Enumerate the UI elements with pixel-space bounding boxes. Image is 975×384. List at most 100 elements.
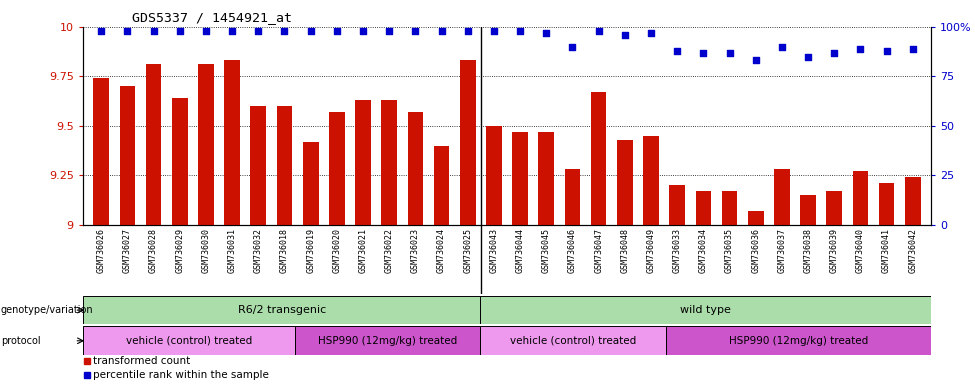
Text: GSM736027: GSM736027 (123, 228, 132, 273)
Text: HSP990 (12mg/kg) treated: HSP990 (12mg/kg) treated (729, 336, 868, 346)
Text: GSM736041: GSM736041 (882, 228, 891, 273)
Bar (748, 211, 763, 225)
Bar (827, 191, 842, 225)
Text: GSM736019: GSM736019 (306, 228, 315, 273)
Point (224, 28, 240, 34)
Text: protocol: protocol (1, 336, 41, 346)
Text: GSM736030: GSM736030 (202, 228, 211, 273)
Bar (852, 171, 869, 225)
Text: GSM736046: GSM736046 (568, 228, 577, 273)
Bar (277, 106, 292, 225)
Bar (669, 185, 685, 225)
Text: GSM736029: GSM736029 (176, 228, 184, 273)
Bar (617, 140, 633, 225)
Text: GSM736044: GSM736044 (516, 228, 525, 273)
Point (434, 28, 449, 34)
Text: GSM736031: GSM736031 (227, 228, 237, 273)
Point (198, 28, 214, 34)
Point (800, 53, 816, 60)
Point (722, 50, 737, 56)
Point (644, 30, 659, 36)
Point (774, 44, 790, 50)
Bar (666, 326, 931, 355)
Bar (487, 126, 502, 225)
Point (878, 48, 894, 54)
Text: GSM736042: GSM736042 (909, 228, 917, 273)
Point (512, 28, 527, 34)
Point (303, 28, 319, 34)
Bar (481, 326, 666, 355)
Text: vehicle (control) treated: vehicle (control) treated (510, 336, 637, 346)
Point (408, 28, 423, 34)
Bar (774, 169, 790, 225)
Point (695, 50, 711, 56)
Text: GSM736035: GSM736035 (725, 228, 734, 273)
Bar (83, 326, 294, 355)
Bar (303, 142, 319, 225)
Bar (591, 92, 606, 225)
Point (852, 46, 869, 52)
Bar (381, 100, 397, 225)
Bar (512, 132, 527, 225)
Bar (83, 296, 481, 324)
Point (617, 32, 633, 38)
Text: GSM736032: GSM736032 (254, 228, 263, 273)
Bar (878, 183, 894, 225)
Text: percentile rank within the sample: percentile rank within the sample (94, 370, 269, 380)
Point (591, 28, 606, 34)
Point (172, 28, 187, 34)
Bar (408, 112, 423, 225)
Bar (695, 191, 711, 225)
Bar (94, 78, 109, 225)
Text: GSM736023: GSM736023 (410, 228, 420, 273)
Point (146, 28, 162, 34)
Text: transformed count: transformed count (94, 356, 191, 366)
Point (94, 28, 109, 34)
Point (670, 48, 685, 54)
Text: GDS5337 / 1454921_at: GDS5337 / 1454921_at (132, 12, 292, 25)
Point (251, 28, 266, 34)
Text: GSM736026: GSM736026 (97, 228, 105, 273)
Point (460, 28, 476, 34)
Bar (224, 61, 240, 225)
Point (355, 28, 370, 34)
Point (120, 28, 136, 34)
Text: GSM736049: GSM736049 (646, 228, 655, 273)
Text: genotype/variation: genotype/variation (1, 305, 94, 315)
Text: GSM736036: GSM736036 (751, 228, 760, 273)
Bar (722, 191, 737, 225)
Bar (172, 98, 187, 225)
Point (565, 44, 580, 50)
Point (487, 28, 502, 34)
Bar (198, 65, 214, 225)
Point (748, 58, 763, 64)
Text: GSM736043: GSM736043 (489, 228, 498, 273)
Bar (800, 195, 816, 225)
Text: GSM736022: GSM736022 (385, 228, 394, 273)
Text: GSM736038: GSM736038 (803, 228, 812, 273)
Bar (294, 326, 481, 355)
Text: GSM736018: GSM736018 (280, 228, 289, 273)
Text: GSM736025: GSM736025 (463, 228, 472, 273)
Text: GSM736039: GSM736039 (830, 228, 838, 273)
Bar (329, 112, 345, 225)
Text: GSM736040: GSM736040 (856, 228, 865, 273)
Bar (434, 146, 449, 225)
Bar (251, 106, 266, 225)
Bar (644, 136, 659, 225)
Point (381, 28, 397, 34)
Bar (460, 61, 476, 225)
Text: GSM736033: GSM736033 (673, 228, 682, 273)
Text: GSM736028: GSM736028 (149, 228, 158, 273)
Bar (145, 65, 162, 225)
Text: wild type: wild type (681, 305, 731, 315)
Text: GSM736034: GSM736034 (699, 228, 708, 273)
Text: GSM736021: GSM736021 (359, 228, 368, 273)
Bar (538, 132, 554, 225)
Text: GSM736037: GSM736037 (777, 228, 787, 273)
Point (277, 28, 292, 34)
Bar (905, 177, 920, 225)
Text: GSM736047: GSM736047 (594, 228, 604, 273)
Text: GSM736024: GSM736024 (437, 228, 446, 273)
Bar (120, 86, 136, 225)
